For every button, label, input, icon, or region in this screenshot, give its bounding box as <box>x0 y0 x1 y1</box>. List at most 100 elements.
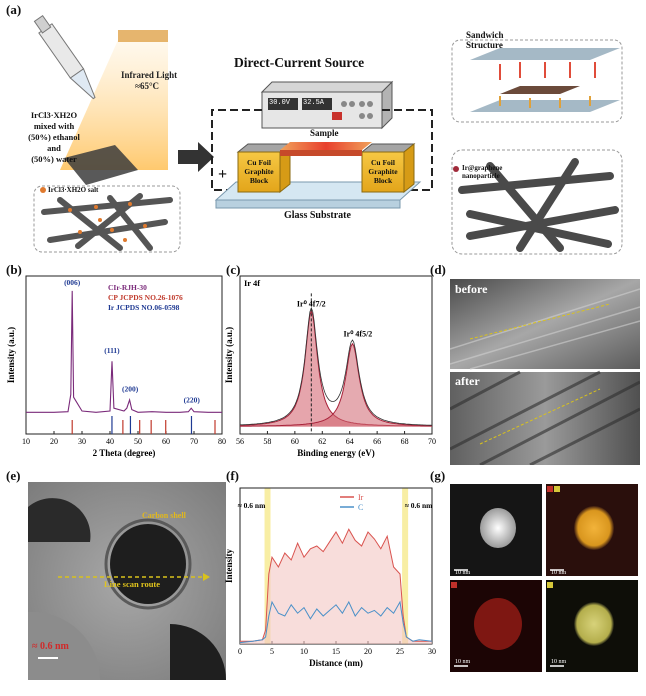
solution-line: and <box>47 143 61 153</box>
x-tick-label: 30 <box>78 437 86 446</box>
sem-after-label: after <box>455 374 480 388</box>
panel-e-label: (e) <box>6 468 21 483</box>
nanoparticle-legend: Ir@graphene nanoparticle <box>462 164 502 180</box>
xrd-chart: 10 20 30 40 50 60 70 80 (006) (111) (200) (220) 2 Th… <box>6 275 226 458</box>
right-block-label: Cu Foil Graphite Block <box>363 158 403 185</box>
x-axis-label: 2 Theta (degree) <box>93 448 156 458</box>
peak-label: (111) <box>104 346 120 355</box>
right-graphite-block <box>360 142 416 194</box>
x-tick-label: 60 <box>162 437 170 446</box>
infrared-label: Infrared Light <box>121 70 178 80</box>
dc-source-device <box>260 80 394 130</box>
nanoparticle-legend-line: Ir@graphene <box>462 164 503 172</box>
panel-d-label: (d) <box>430 262 446 277</box>
scale-label-1: 10 nm <box>455 570 471 576</box>
peak-label: (220) <box>184 395 201 404</box>
series-line-Ir <box>240 528 432 642</box>
x-tick-label: 0 <box>238 647 242 656</box>
x-tick-label: 80 <box>218 437 226 446</box>
xps-chart: 56 58 60 62 64 66 68 70 Ir 4f Ir⁰ 4f7/2 Ir⁰ 4f5/2 B… <box>224 275 436 458</box>
x-tick-label: 56 <box>236 437 244 446</box>
x-tick-label: 20 <box>50 437 58 446</box>
heated-sample <box>280 142 372 150</box>
peak-label: (006) <box>64 278 81 287</box>
sandwich-label: Sandwich Structure <box>466 30 504 50</box>
sem-after-image <box>450 372 640 465</box>
x-tick-label: 25 <box>396 647 404 656</box>
x-tick-label: 50 <box>134 437 142 446</box>
x-tick-label: 15 <box>332 647 340 656</box>
ir-area-fill <box>240 529 432 644</box>
x-tick-label: 70 <box>428 437 436 446</box>
voltage-display: 30.0V <box>269 99 291 107</box>
legend-entry: C <box>358 503 363 512</box>
x-tick-label: 60 <box>291 437 299 446</box>
block-label-line: Cu Foil <box>247 158 271 167</box>
scale-label-4: 10 nm <box>551 659 567 665</box>
peak-fill <box>240 343 432 427</box>
nanoparticle-core <box>110 524 186 604</box>
peak1-label: Ir⁰ 4f7/2 <box>297 300 326 309</box>
y-axis-label: Intensity (a.u.) <box>224 327 234 383</box>
panel-c-label: (c) <box>226 262 241 277</box>
sandwich-label-line: Structure <box>466 40 503 50</box>
legend-entry: CP JCPDS NO.26-1076 <box>108 293 183 302</box>
left-annotation: ≈ 0.6 nm <box>238 501 266 510</box>
block-label-line: Block <box>373 176 393 185</box>
tem-image <box>28 482 226 680</box>
legend-entry: Ir <box>358 493 364 502</box>
sem-images <box>450 279 640 465</box>
carbon-shell-label: Carbon shell <box>142 511 186 520</box>
scale-label-2: 10 nm <box>551 570 567 576</box>
x-tick-label: 20 <box>364 647 372 656</box>
peak2-label: Ir⁰ 4f5/2 <box>344 329 373 338</box>
panel-g-label: (g) <box>430 468 446 483</box>
plus-sign: + <box>218 166 228 183</box>
eds-maps <box>450 484 638 672</box>
x-tick-label: 10 <box>300 647 308 656</box>
salt-legend: IrCl3·XH2O salt <box>48 186 99 194</box>
infrared-beam <box>60 40 168 170</box>
sample-label: Sample <box>310 128 339 138</box>
block-label-line: Graphite <box>244 167 274 176</box>
panel-a-illustration <box>33 14 623 255</box>
scale-label-3: 10 nm <box>455 659 471 665</box>
zoom-inset-top <box>28 498 91 542</box>
current-display: 32.5A <box>303 99 325 107</box>
zoom-inset-bottom-right <box>170 624 226 680</box>
block-label-line: Block <box>249 176 269 185</box>
series-line-C <box>239 600 433 644</box>
plot-frame <box>239 275 433 435</box>
highlight-band <box>264 488 271 644</box>
x-tick-label: 64 <box>346 437 354 446</box>
fiber-network-left <box>41 193 173 251</box>
x-axis-label: Binding energy (eV) <box>297 448 375 458</box>
solution-description: IrCl3·XH2O mixed with (50%) ethanol and … <box>14 110 94 165</box>
line-scan-chart: 0 5 10 15 20 25 30 IrC ≈ 0.6 nm ≈ 0.6 nm Distance … <box>224 487 436 668</box>
solution-line: (50%) water <box>31 154 77 164</box>
fiber-network-right <box>458 158 619 252</box>
x-tick-label: 10 <box>22 437 30 446</box>
legend-entry: CIr-RJH-30 <box>108 283 147 292</box>
panel-f-label: (f) <box>226 468 239 483</box>
x-tick-label: 62 <box>318 437 326 446</box>
pipette-icon <box>33 14 96 100</box>
solution-line: (50%) ethanol <box>28 132 80 142</box>
x-axis-label: Distance (nm) <box>309 658 363 668</box>
x-tick-label: 66 <box>373 437 381 446</box>
sample-substrate <box>64 145 138 185</box>
legend-entry: Ir JCPDS NO.06-0598 <box>108 303 180 312</box>
line-scan-label: Line scan route <box>104 579 161 589</box>
lattice-spacing-label: ≈ 0.6 nm <box>32 641 69 652</box>
nanoparticle-legend-line: nanoparticle <box>462 172 500 180</box>
process-arrow <box>178 142 214 172</box>
block-label-line: Graphite <box>368 167 398 176</box>
x-tick-label: 5 <box>270 647 274 656</box>
zoom-inset-bottom-left <box>28 611 101 680</box>
sem-before-label: before <box>455 282 488 296</box>
left-block-label: Cu Foil Graphite Block <box>239 158 279 185</box>
x-tick-label: 68 <box>401 437 409 446</box>
sandwich-structure-diagram <box>470 48 620 112</box>
x-tick-label: 40 <box>106 437 114 446</box>
plot-frame <box>25 275 223 435</box>
